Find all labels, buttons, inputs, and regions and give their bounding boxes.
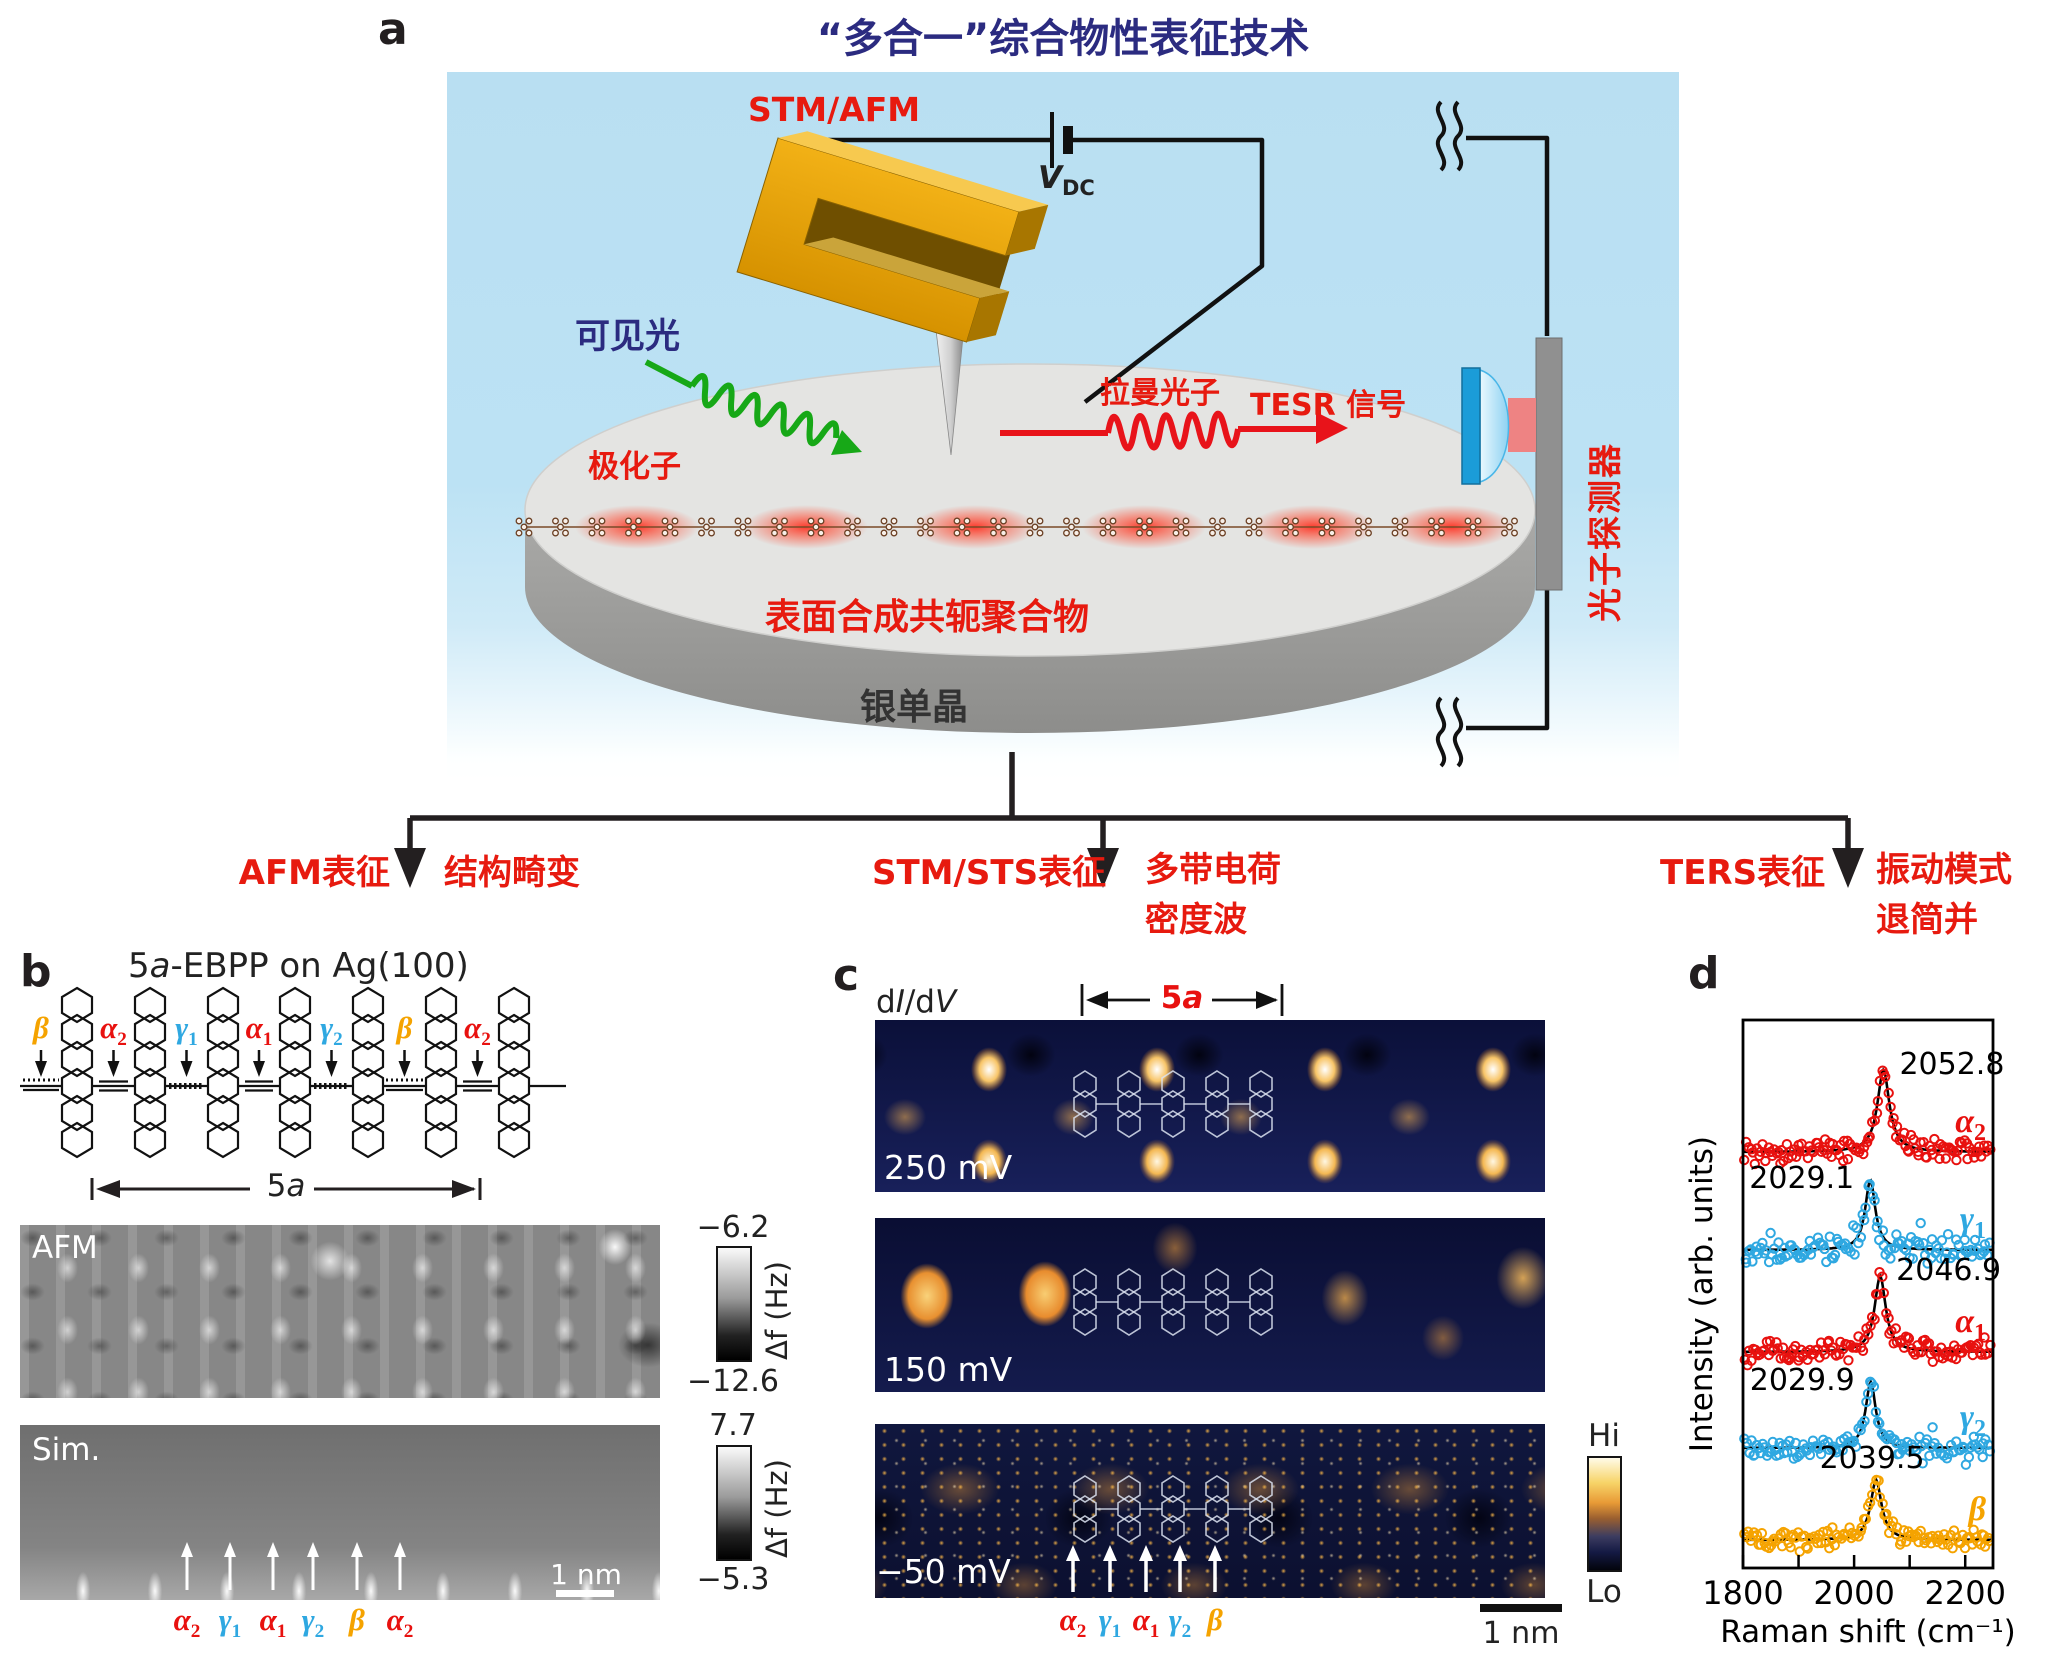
span-5a-label-b: 5a xyxy=(266,1168,306,1204)
span-5a-label-c: 5a xyxy=(1160,980,1204,1016)
site-label-top-3: α1 xyxy=(245,1010,273,1051)
afm-colorbar-min: −12.6 xyxy=(687,1364,779,1399)
sim-image-label: Sim. xyxy=(32,1432,101,1468)
xtick-2000: 2000 xyxy=(1813,1574,1894,1612)
bias-label-minus50mv: −50 mV xyxy=(876,1552,1011,1591)
sim-colorbar-min: −5.3 xyxy=(696,1562,770,1597)
panel-label-d: d xyxy=(1688,948,1720,999)
scalebar-label-b: 1 nm xyxy=(550,1558,622,1591)
peak-value-alpha2: 2052.8 xyxy=(1899,1047,2004,1082)
visible-light-label: 可见光 xyxy=(575,317,681,357)
series-label-alpha2: α2 xyxy=(1955,1103,1986,1146)
panel-label-a: a xyxy=(378,4,408,55)
photon-detector-label: 光子探测器 xyxy=(1586,442,1626,622)
polaron-label: 极化子 xyxy=(588,449,681,485)
site-label-didv-1: γ1 xyxy=(1098,1602,1122,1643)
spectrum-alpha1 xyxy=(1739,1267,1996,1371)
branch-sts-result1: 多带电荷 xyxy=(1145,850,1281,890)
site-label-sim-0: α2 xyxy=(173,1602,201,1643)
polymer-label: 表面合成共轭聚合物 xyxy=(765,597,1090,638)
afm-image-label: AFM xyxy=(32,1230,98,1266)
site-label-sim-4: β xyxy=(349,1602,365,1637)
sim-colorbar-unit: Δf (Hz) xyxy=(760,1459,794,1558)
afm-colorbar-max: −6.2 xyxy=(696,1210,770,1245)
afm-colorbar-unit: Δf (Hz) xyxy=(760,1261,794,1360)
bias-label-150mv: 150 mV xyxy=(884,1350,1013,1389)
vdc-label: VDC xyxy=(1038,160,1095,201)
series-label-gamma2: γ2 xyxy=(1960,1399,1986,1442)
xtick-1800: 1800 xyxy=(1702,1574,1783,1612)
panel-b-title: 5a-EBPP on Ag(100) xyxy=(128,946,469,986)
y-axis-label: Intensity (arb. units) xyxy=(1684,1136,1720,1452)
raman-spectra-chart: 2052.8 α2 2029.1 γ1 2046.9 α1 2029.9 γ2 2039.5 β 1… xyxy=(1684,1018,2016,1650)
afm-experimental-image xyxy=(20,1225,660,1398)
branch-ters-result1: 振动模式 xyxy=(1876,850,2012,890)
xtick-2200: 2200 xyxy=(1925,1574,2006,1612)
site-label-top-6: α2 xyxy=(464,1010,491,1051)
sim-colorbar-max: 7.7 xyxy=(709,1408,757,1443)
peak-value-gamma1: 2029.1 xyxy=(1749,1161,1854,1196)
substrate-label: 银单晶 xyxy=(860,687,969,728)
didv-colorbar-hi: Hi xyxy=(1588,1418,1620,1454)
didv-label: dI/dV xyxy=(876,984,957,1020)
site-label-top-1: α2 xyxy=(100,1010,127,1051)
site-label-didv-4: β xyxy=(1207,1602,1223,1637)
branch-sts-result2: 密度波 xyxy=(1145,900,1247,940)
scalebar-label-c: 1 nm xyxy=(1482,1616,1560,1651)
site-label-didv-0: α2 xyxy=(1059,1602,1087,1643)
branch-ters-method: TERS表征 xyxy=(1660,853,1826,893)
site-label-top-4: γ2 xyxy=(320,1010,343,1051)
site-label-sim-5: α2 xyxy=(386,1602,414,1643)
figure-title: “多合一”综合物性表征技术 xyxy=(816,16,1310,62)
spectrum-gamma2 xyxy=(1739,1376,1996,1470)
panel-label-c: c xyxy=(833,950,860,1001)
chart-frame xyxy=(1741,1018,1995,1570)
tesr-signal-label: TESR 信号 xyxy=(1250,388,1407,423)
site-label-top-2: γ1 xyxy=(175,1010,198,1051)
scalebar-panel-c xyxy=(1480,1604,1562,1612)
site-label-top-5: β xyxy=(396,1010,413,1045)
flow-arrowheads xyxy=(394,848,1864,888)
site-label-didv-2: α1 xyxy=(1132,1602,1160,1643)
branch-sts-method: STM/STS表征 xyxy=(872,853,1107,893)
raman-photon-label: 拉曼光子 xyxy=(1100,376,1220,411)
series-label-gamma1: γ1 xyxy=(1960,1201,1986,1244)
didv-colorbar xyxy=(1587,1456,1622,1572)
series-label-alpha1: α1 xyxy=(1955,1303,1986,1346)
bias-label-250mv: 250 mV xyxy=(884,1148,1013,1187)
site-label-sim-2: α1 xyxy=(259,1602,287,1643)
branch-afm-method: AFM表征 xyxy=(238,853,390,893)
site-label-didv-3: γ2 xyxy=(1168,1602,1192,1643)
sim-colorbar xyxy=(716,1445,752,1561)
spectrum-alpha2 xyxy=(1739,1065,1996,1170)
afm-simulated-image xyxy=(20,1425,660,1600)
didv-colorbar-lo: Lo xyxy=(1586,1574,1622,1610)
series-label-beta: β xyxy=(1967,1491,1987,1528)
peak-value-alpha1: 2046.9 xyxy=(1896,1253,2001,1288)
spectrum-gamma1 xyxy=(1740,1178,1995,1269)
x-axis-label: Raman shift (cm⁻¹) xyxy=(1720,1614,2016,1650)
peak-value-gamma2: 2029.9 xyxy=(1750,1363,1855,1398)
branch-ters-result2: 退简并 xyxy=(1876,900,1978,940)
spectrum-beta xyxy=(1739,1474,1995,1557)
panel-label-b: b xyxy=(20,946,52,997)
site-label-sim-1: γ1 xyxy=(218,1602,242,1643)
site-label-top-0: β xyxy=(33,1010,49,1045)
stm-afm-label: STM/AFM xyxy=(748,90,921,129)
peak-value-beta: 2039.5 xyxy=(1820,1441,1925,1476)
site-label-sim-3: γ2 xyxy=(301,1602,325,1643)
afm-colorbar xyxy=(716,1246,752,1362)
branch-afm-result: 结构畸变 xyxy=(444,853,580,893)
